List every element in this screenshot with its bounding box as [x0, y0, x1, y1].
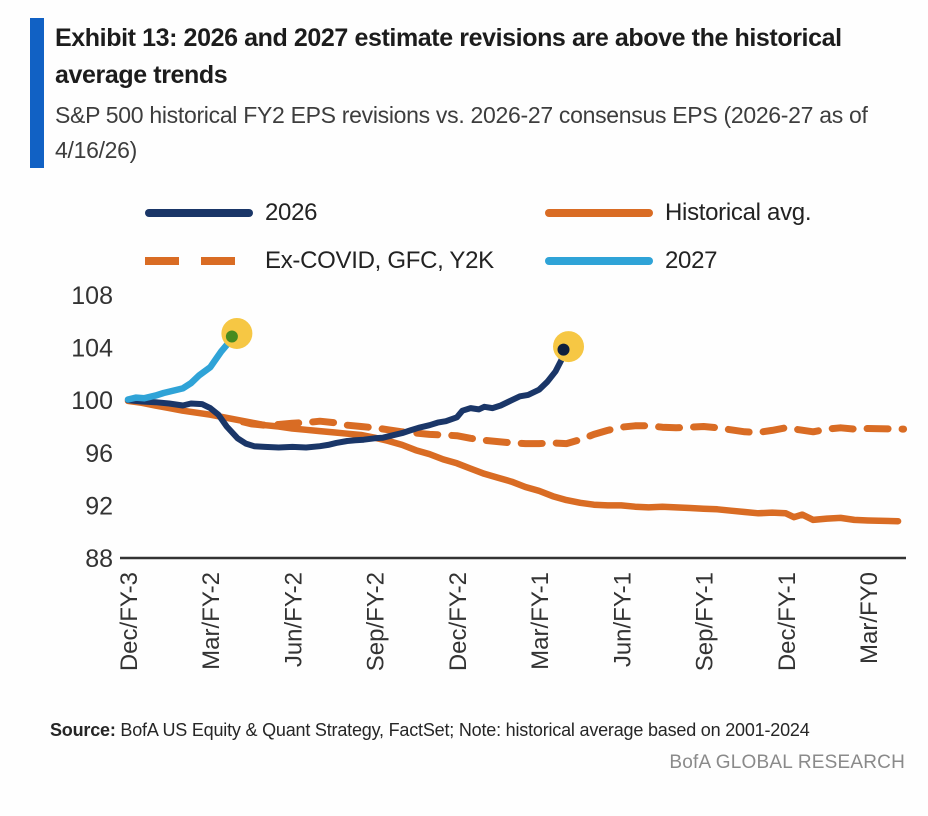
legend-item-ex-covid-gfc-y2k: Ex-COVID, GFC, Y2K: [145, 246, 494, 276]
x-axis-tick-label: Mar/FY-2: [198, 572, 225, 670]
legend-label: Ex-COVID, GFC, Y2K: [265, 247, 494, 274]
legend-swatch-solid-line: [145, 209, 253, 217]
chart-area: 88 92 96 100 104 108 Dec/FY-3 Mar/FY-2 Jun/FY-2 S…: [0, 280, 928, 710]
x-axis-tick-label: Mar/FY-1: [527, 572, 554, 670]
exhibit-accent-bar: [30, 18, 44, 168]
y-axis-tick-label: 88: [85, 545, 113, 573]
end-marker-dot-2027: [225, 330, 238, 343]
x-axis-tick-label: Dec/FY-2: [445, 572, 472, 671]
legend-label: 2026: [265, 199, 318, 226]
legend-swatch-solid-line: [545, 257, 653, 265]
legend-label: 2027: [665, 247, 718, 274]
y-axis-tick-label: 108: [71, 282, 113, 310]
series-line-ex-covid-gfc-y2k: [239, 417, 908, 448]
x-axis-tick-label: Jun/FY-1: [609, 572, 636, 667]
legend-item-2027: 2027: [545, 246, 718, 276]
chart-canvas: 88 92 96 100 104 108 Dec/FY-3 Mar/FY-2 Jun/FY-2 S…: [71, 282, 908, 671]
chart-subtitle: S&P 500 historical FY2 EPS revisions vs.…: [55, 102, 868, 163]
series-line-2026: [125, 344, 570, 451]
x-axis-tick-label: Dec/FY-1: [774, 572, 801, 671]
x-axis-tick-label: Mar/FY0: [856, 572, 883, 664]
exhibit-title: Exhibit 13: 2026 and 2027 estimate revis…: [55, 24, 842, 89]
y-axis-tick-label: 92: [85, 492, 113, 520]
chart-header: Exhibit 13: 2026 and 2027 estimate revis…: [55, 20, 903, 167]
x-axis-tick-label: Jun/FY-2: [280, 572, 307, 667]
x-axis-tick-label: Dec/FY-3: [116, 572, 143, 671]
legend-item-2026: 2026: [145, 198, 318, 228]
series-line-2027: [124, 331, 239, 403]
source-label: Source:: [50, 720, 116, 740]
x-axis-tick-label: Sep/FY-2: [363, 572, 390, 671]
legend-swatch-solid-line: [545, 209, 653, 217]
y-axis-tick-label: 104: [71, 335, 113, 363]
y-axis-tick-label: 96: [85, 440, 113, 468]
brand-mark: BofA GLOBAL RESEARCH: [669, 752, 905, 773]
x-axis-tick-label: Sep/FY-1: [692, 572, 719, 671]
source-text: BofA US Equity & Quant Strategy, FactSet…: [115, 720, 810, 740]
end-marker-dot-2026: [557, 343, 570, 356]
legend-swatch-dashed-line: [145, 257, 253, 265]
source-note: Source: BofA US Equity & Quant Strategy,…: [50, 718, 906, 743]
legend-item-historical-avg-: Historical avg.: [545, 198, 812, 228]
y-axis-tick-label: 100: [71, 387, 113, 415]
legend-label: Historical avg.: [665, 199, 812, 226]
